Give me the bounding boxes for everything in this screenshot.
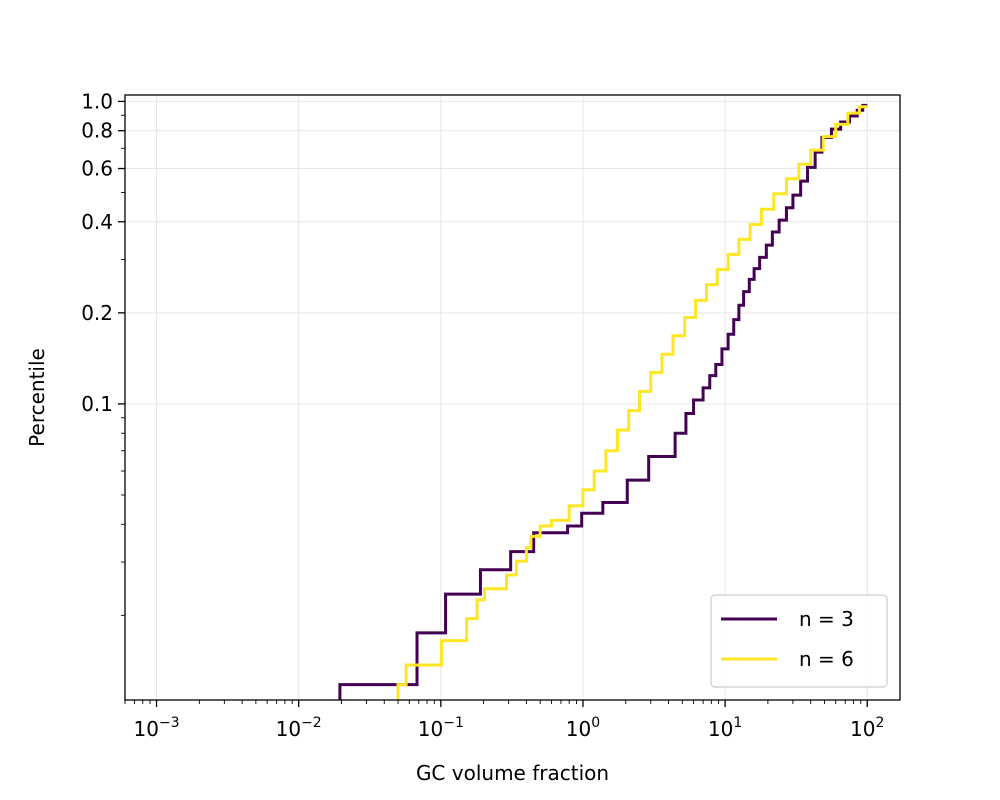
x-tick-label: 10−3 [133, 715, 179, 741]
y-axis: 0.1 0.2 0.4 0.6 0.8 1.0 [81, 89, 125, 616]
series-line-n3 [338, 103, 868, 700]
x-axis-label: GC volume fraction [416, 761, 609, 785]
y-axis-label: Percentile [25, 348, 49, 447]
plot-series [338, 103, 868, 700]
y-tick-label: 0.8 [81, 119, 113, 143]
grid [125, 95, 900, 700]
y-tick-label: 0.2 [81, 301, 113, 325]
legend: n = 3 n = 6 [710, 594, 888, 688]
y-tick-label: 0.6 [81, 157, 113, 181]
series-line-n6 [396, 105, 868, 700]
x-tick-label: 10−2 [276, 715, 322, 741]
x-tick-label: 102 [850, 715, 884, 741]
y-tick-label: 0.4 [81, 210, 113, 234]
legend-label: n = 6 [799, 647, 854, 671]
y-tick-label: 1.0 [81, 89, 113, 113]
x-tick-label: 101 [708, 715, 742, 741]
x-tick-label: 100 [566, 715, 600, 741]
legend-label: n = 3 [799, 607, 854, 631]
y-tick-label: 0.1 [81, 392, 113, 416]
x-tick-label: 10−1 [418, 715, 464, 741]
plot-frame [124, 94, 901, 701]
x-axis: 10−3 10−2 10−1 100 101 102 [124, 700, 884, 741]
